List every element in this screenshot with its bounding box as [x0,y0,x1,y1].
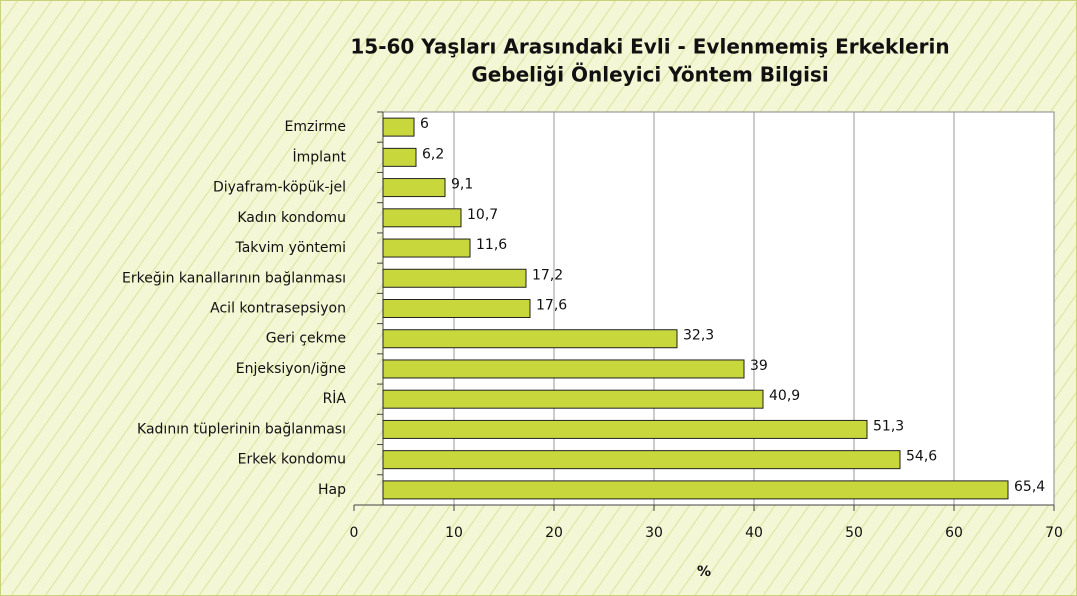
value-label: 39 [750,358,768,374]
bar [382,450,901,470]
y-tick-label: Diyafram-köpük-jel [213,180,346,196]
y-tick-label: Takvim yöntemi [234,240,346,256]
bar [382,480,1009,500]
bar [382,147,417,167]
y-tick-label: Enjeksiyon/iğne [236,361,346,377]
bar [382,359,745,379]
y-tick-label: Emzirme [285,119,346,135]
x-tick-label: 60 [945,525,963,541]
y-tick-label: RİA [323,389,347,407]
value-label: 32,3 [683,328,714,344]
value-label: 6 [420,116,429,132]
bar [382,268,527,288]
value-label: 65,4 [1014,479,1045,495]
chart-title: 15-60 Yaşları Arasındaki Evli - Evlenmem… [350,35,949,59]
bar [382,238,471,258]
y-tick-label: Kadın kondomu [237,210,346,226]
x-tick-label: 40 [745,525,763,541]
y-tick-label: Acil kontrasepsiyon [210,301,346,317]
x-tick-label: 0 [350,525,359,541]
x-tick-label: 10 [445,525,463,541]
value-label: 9,1 [451,177,473,193]
value-label: 51,3 [873,418,904,434]
chart-title: Gebeliği Önleyici Yöntem Bilgisi [471,63,828,87]
bar [382,178,446,198]
x-tick-label: 20 [545,525,563,541]
bar [382,389,764,409]
y-tick-label: Kadının tüplerinin bağlanması [137,421,346,437]
y-tick-label: Erkek kondomu [238,452,346,468]
bar [382,117,415,137]
value-label: 6,2 [422,146,444,162]
bar [382,208,462,228]
y-tick-label: İmplant [293,147,347,165]
value-label: 54,6 [906,449,937,465]
x-axis-label: % [697,564,711,580]
value-label: 11,6 [476,237,507,253]
y-tick-label: Erkeğin kanallarının bağlanması [122,270,346,286]
value-label: 17,2 [532,267,563,283]
bar [382,329,678,349]
y-tick-label: Hap [318,482,346,498]
bar [382,299,531,318]
value-label: 40,9 [769,388,800,404]
x-tick-label: 30 [645,525,663,541]
value-label: 10,7 [467,207,498,223]
bar [382,419,868,439]
value-label: 17,6 [536,298,567,314]
x-tick-label: 50 [845,525,863,541]
y-tick-label: Geri çekme [266,331,346,347]
x-tick-label: 70 [1045,525,1063,541]
